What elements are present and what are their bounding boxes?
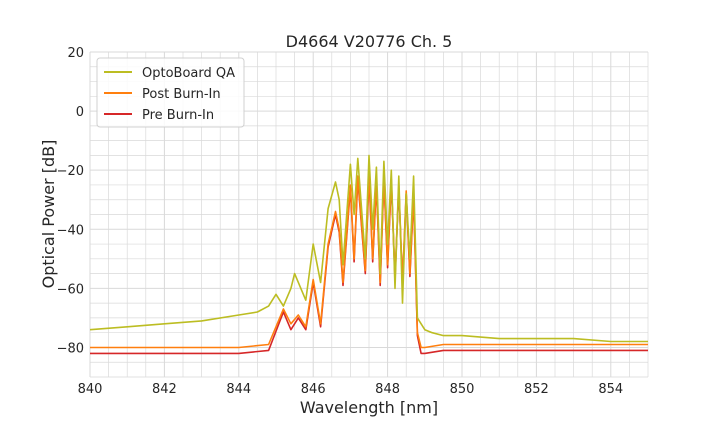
series-layer	[90, 154, 648, 355]
y-axis-label: Optical Power [dB]	[39, 140, 58, 289]
y-tick-label: −20	[57, 164, 84, 179]
y-axis-ticks: 20 0 −20 −40 −60 −80	[57, 46, 84, 356]
x-tick-label: 840	[78, 382, 103, 397]
chart-title: D4664 V20776 Ch. 5	[286, 32, 453, 51]
y-tick-label: −40	[57, 223, 84, 238]
y-tick-label: −60	[57, 282, 84, 297]
series-line-optoboard-qa	[90, 154, 648, 343]
legend: OptoBoard QA Post Burn-In Pre Burn-In	[96, 57, 245, 128]
x-axis-ticks: 840 842 844 846 848 850 852 854	[78, 382, 624, 397]
x-tick-label: 848	[375, 382, 400, 397]
x-tick-label: 846	[301, 382, 326, 397]
x-tick-label: 850	[450, 382, 475, 397]
legend-label-optoboard-qa: OptoBoard QA	[142, 66, 235, 81]
x-tick-label: 854	[598, 382, 623, 397]
x-tick-label: 852	[524, 382, 549, 397]
y-tick-label: 0	[76, 105, 84, 120]
x-axis-label: Wavelength [nm]	[300, 398, 438, 417]
x-tick-label: 842	[152, 382, 177, 397]
legend-label-pre-burn-in: Pre Burn-In	[142, 108, 214, 123]
y-tick-label: −80	[57, 341, 84, 356]
series-line-post-burn-in	[90, 172, 648, 349]
series-line-pre-burn-in	[90, 175, 648, 355]
y-tick-label: 20	[67, 46, 84, 61]
x-tick-label: 844	[226, 382, 251, 397]
legend-frame	[96, 57, 245, 128]
legend-label-post-burn-in: Post Burn-In	[142, 87, 221, 102]
